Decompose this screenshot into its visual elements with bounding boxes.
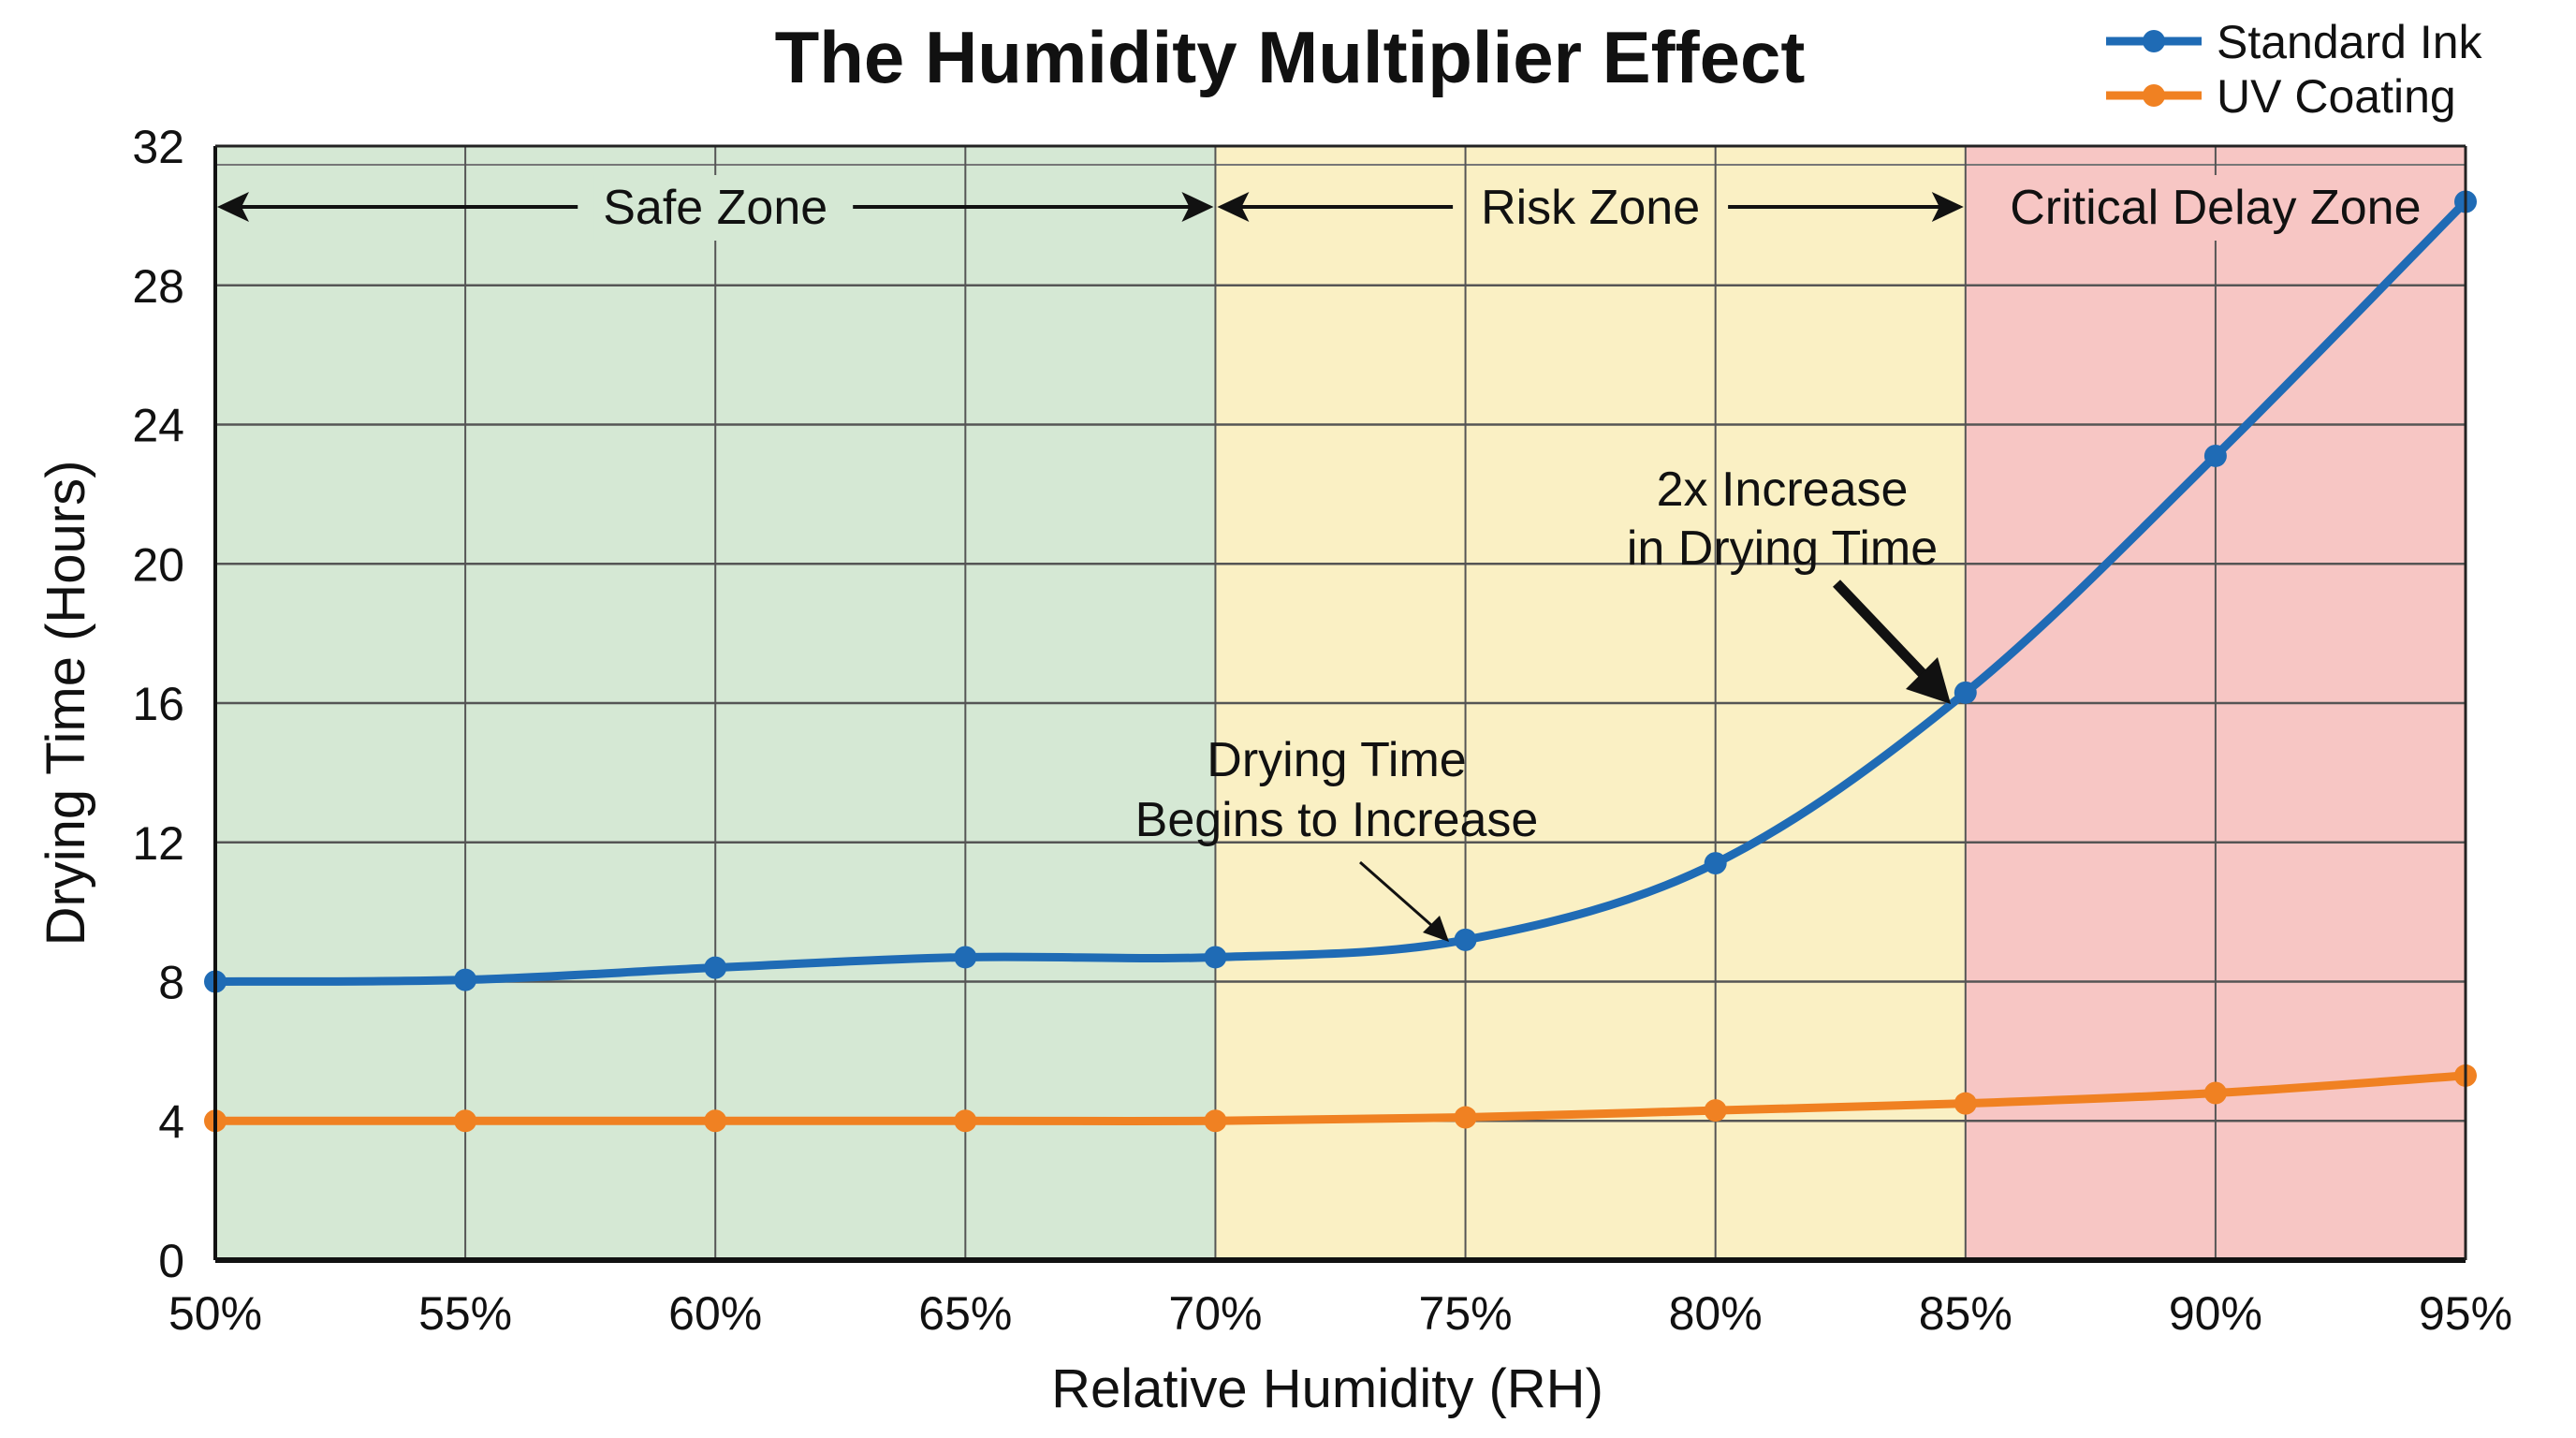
x-tick-label-50: 50% [168, 1287, 262, 1340]
y-tick-label-24: 24 [132, 400, 184, 452]
series-line-standard-ink [214, 198, 2469, 986]
data-point-standard-ink-60 [704, 956, 727, 979]
annotation-2x-increase-line2: in Drying Time [1627, 521, 1938, 576]
y-tick-label-20: 20 [132, 538, 184, 591]
zone-label-safe-zone: Safe Zone [603, 181, 827, 235]
annotation-begins-increase-line2: Begins to Increase [1135, 793, 1539, 847]
legend-marker-standard-ink [2143, 30, 2165, 52]
annotation-arrow-thin [1359, 860, 1441, 934]
legend-label-uv-coating: UV Coating [2217, 70, 2456, 123]
annotation-arrow-bold [1833, 580, 1932, 683]
y-tick-label-8: 8 [158, 957, 184, 1009]
annotation-arrowhead-bold [1906, 657, 1951, 704]
legend-marker-uv-coating [2143, 84, 2165, 107]
x-tick-label-75: 75% [1419, 1287, 1513, 1340]
data-point-standard-ink-55 [454, 968, 477, 991]
zone-label-background [1471, 175, 1710, 241]
y-tick-label-4: 4 [158, 1095, 184, 1148]
legend: Standard Ink UV Coating [2106, 16, 2483, 123]
y-tick-label-16: 16 [132, 678, 184, 730]
data-point-uv-coating-65 [954, 1109, 977, 1133]
x-tick-label-65: 65% [918, 1287, 1012, 1340]
x-tick-label-90: 90% [2169, 1287, 2262, 1340]
annotation-arrowhead-thin [1423, 916, 1449, 942]
data-point-uv-coating-90 [2203, 1081, 2227, 1105]
zone-arrowhead-right-safe-zone [1181, 192, 1214, 222]
x-axis-label: Relative Humidity (RH) [1051, 1358, 1603, 1419]
data-point-standard-ink-80 [1704, 852, 1727, 875]
data-point-uv-coating-80 [1704, 1099, 1727, 1123]
zone-label-background [2000, 175, 2431, 241]
data-point-uv-coating-55 [454, 1109, 477, 1133]
series-line-uv-coating [215, 1071, 2466, 1126]
x-tick-label-55: 55% [418, 1287, 512, 1340]
zone-arrowhead-right-risk-zone [1931, 192, 1964, 222]
x-tick-label-60: 60% [668, 1287, 762, 1340]
y-axis-label: Drying Time (Hours) [36, 461, 96, 946]
data-point-standard-ink-70 [1204, 946, 1227, 969]
y-tick-label-0: 0 [158, 1235, 184, 1287]
data-point-standard-ink-75 [1454, 928, 1477, 951]
data-point-uv-coating-75 [1454, 1106, 1477, 1129]
annotation-2x-increase-line1: 2x Increase [1657, 462, 1909, 517]
zone-arrowhead-left-safe-zone [217, 192, 249, 222]
data-point-standard-ink-65 [954, 946, 977, 969]
data-point-standard-ink-85 [1954, 681, 1977, 704]
chart-title: The Humidity Multiplier Effect [775, 16, 1806, 98]
data-point-uv-coating-60 [704, 1109, 727, 1133]
data-point-uv-coating-85 [1954, 1092, 1977, 1115]
x-tick-label-80: 80% [1669, 1287, 1763, 1340]
x-tick-label-85: 85% [1919, 1287, 2012, 1340]
data-point-standard-ink-90 [2203, 444, 2227, 467]
x-tick-label-70: 70% [1168, 1287, 1262, 1340]
x-tick-label-95: 95% [2419, 1287, 2512, 1340]
zone-label-critical-delay-zone: Critical Delay Zone [2010, 181, 2421, 235]
zone-label-risk-zone: Risk Zone [1481, 181, 1700, 235]
zone-arrowhead-left-risk-zone [1217, 192, 1250, 222]
legend-label-standard-ink: Standard Ink [2217, 16, 2483, 68]
annotation-begins-increase-line1: Drying Time [1207, 733, 1466, 787]
data-point-uv-coating-70 [1204, 1109, 1227, 1133]
y-tick-label-28: 28 [132, 260, 184, 313]
zone-label-background [593, 175, 838, 241]
y-tick-label-32: 32 [132, 121, 184, 173]
y-tick-label-12: 12 [132, 817, 184, 870]
